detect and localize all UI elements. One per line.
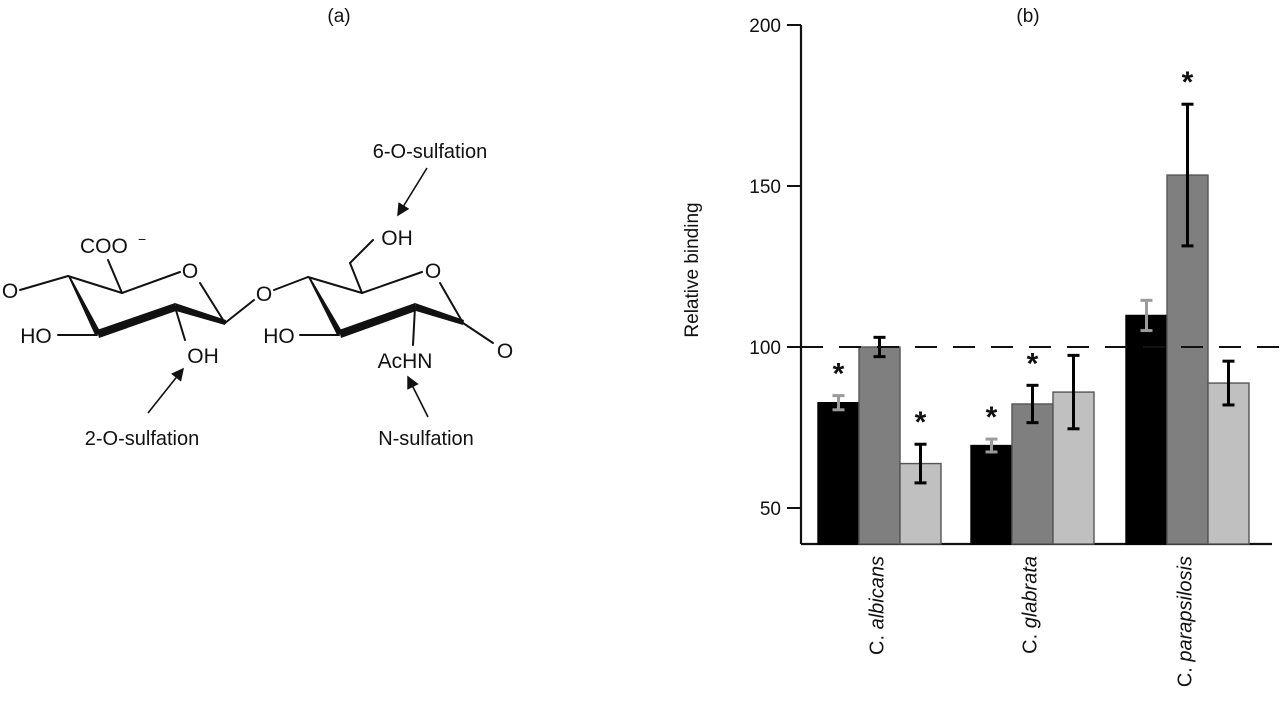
wedge-bond (175, 303, 226, 325)
bond (361, 271, 423, 294)
significance-asterisk: * (1182, 66, 1194, 99)
bond (439, 282, 464, 324)
atom-label: HO (20, 325, 52, 348)
significance-asterisk: * (833, 358, 845, 391)
bond (307, 276, 363, 294)
bar (1011, 403, 1054, 545)
atom-label: O (425, 260, 441, 283)
x-tick-label: C. parapsilosis (1175, 556, 1197, 687)
y-tick-label: 50 (760, 499, 781, 520)
bond (273, 276, 309, 291)
bond (349, 239, 374, 264)
atom-label: O (182, 260, 198, 283)
arrow-2-o (147, 367, 184, 414)
bond (174, 306, 186, 341)
bar (970, 444, 1013, 545)
panel-a-label: (a) (327, 6, 350, 27)
bold-bond (97, 303, 176, 338)
arrow-6-o (397, 167, 428, 217)
wedge-bond (308, 277, 343, 335)
bond (199, 282, 226, 324)
significance-asterisk: * (1027, 347, 1039, 380)
significance-asterisk: * (986, 401, 998, 434)
panel-b-label: (b) (1016, 6, 1039, 27)
bond (412, 306, 416, 346)
atom-label: O (2, 280, 18, 303)
x-tick-label: C. glabrata (1020, 556, 1042, 654)
x-tick-label: C. albicans (867, 556, 889, 655)
bar (817, 402, 860, 545)
atom-label: O (256, 283, 272, 306)
atom-label: COO (80, 235, 128, 258)
bond (462, 322, 494, 344)
annotation-2-o-sulfation: 2-O-sulfation (85, 428, 200, 450)
bond (107, 259, 123, 294)
atom-label: HO (263, 325, 295, 348)
bond (121, 271, 181, 294)
bond (349, 262, 363, 294)
bar (1207, 382, 1250, 545)
bar-chart: 50 100 150 200 * * * * * C. albicans C. glabrata C.… (749, 16, 1280, 687)
arrow-n (407, 375, 429, 418)
wedge-bond (68, 276, 101, 335)
y-tick-label: 150 (749, 177, 781, 198)
disaccharide-structure (19, 239, 494, 346)
bold-bond (339, 303, 416, 338)
atom-label: AcHN (378, 350, 433, 373)
structure-labels: O O COO − HO OH O O HO OH AcHN O 6-O-sul… (2, 141, 513, 450)
significance-asterisk: * (915, 406, 927, 439)
atom-label: O (497, 340, 513, 363)
bond (67, 275, 123, 294)
atom-label: OH (381, 227, 413, 250)
wedge-bond (415, 303, 464, 325)
y-tick-label: 100 (749, 338, 781, 359)
atom-label: − (138, 231, 146, 247)
bond (224, 299, 255, 324)
annotation-arrows (147, 167, 429, 418)
bar (1125, 314, 1168, 545)
bar (858, 346, 901, 545)
atom-label: OH (187, 345, 219, 368)
annotation-6-o-sulfation: 6-O-sulfation (373, 141, 488, 163)
y-axis-label: Relative binding (682, 202, 703, 337)
y-tick-label: 200 (749, 16, 781, 37)
bond (19, 275, 69, 291)
annotation-n-sulfation: N-sulfation (378, 428, 474, 450)
